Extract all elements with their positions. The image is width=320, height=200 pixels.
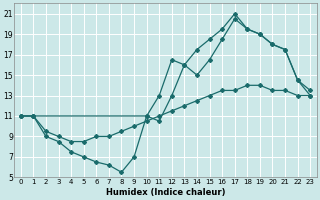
X-axis label: Humidex (Indice chaleur): Humidex (Indice chaleur): [106, 188, 225, 197]
